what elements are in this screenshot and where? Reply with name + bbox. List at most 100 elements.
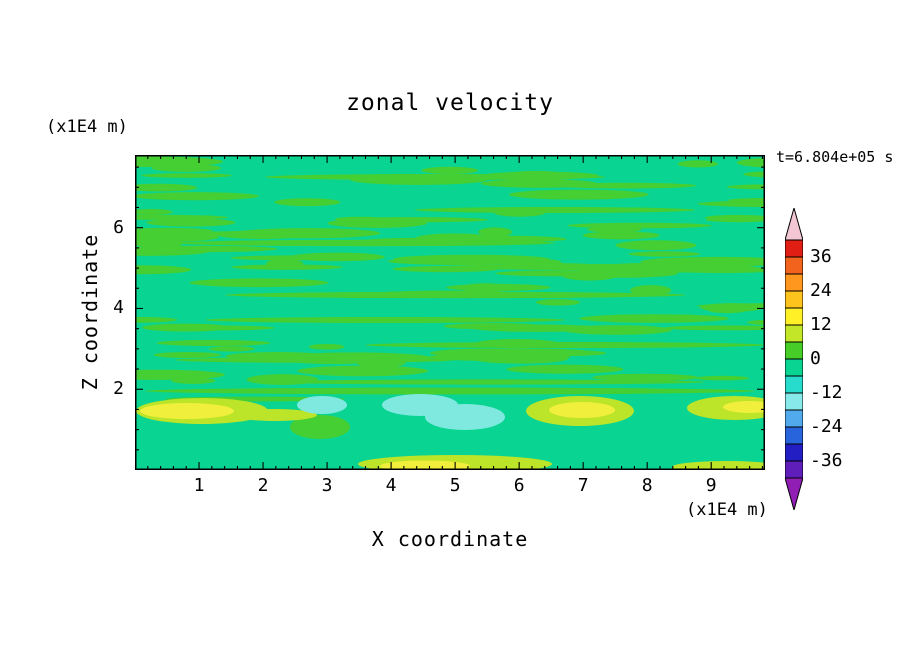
contour-streak [562, 325, 672, 335]
plot-frame [135, 155, 765, 470]
colorbar-bottom-arrow [785, 477, 803, 510]
contour-feature-streak [265, 174, 605, 180]
contour-streak [743, 171, 765, 178]
contour-feature-yellow [723, 401, 765, 413]
z-tick-label: 6 [113, 216, 124, 238]
x-axis-title: X coordinate [371, 527, 529, 551]
colorbar-segment [785, 256, 803, 275]
contour-streak [582, 231, 660, 240]
contour-streak [567, 222, 712, 229]
contour-feature-yellow [549, 402, 615, 418]
contour-streak [615, 240, 697, 251]
contour-streak [746, 319, 765, 325]
contour-streak [705, 214, 765, 221]
contour-streak [393, 254, 550, 264]
x-axis-units-label: (x1E4 m) [686, 500, 768, 520]
contour-streak [141, 173, 232, 178]
contour-feature-cyan [425, 404, 505, 430]
contour-feature-streak [435, 264, 755, 270]
colorbar-segment [785, 375, 803, 394]
contour-feature-streak [205, 317, 565, 323]
colorbar-segment [785, 358, 803, 377]
contour-streak [142, 323, 231, 332]
colorbar-tick-label: 12 [810, 314, 832, 335]
contour-streak [443, 323, 546, 330]
contour-feature-streak [175, 357, 455, 363]
contour-streak [555, 182, 697, 189]
contour-streak [135, 247, 209, 256]
contour-streak [135, 265, 192, 275]
contour-streak [587, 226, 642, 233]
contour-feature-cyan [297, 396, 347, 414]
contour-streak [506, 364, 624, 374]
colorbar-tick-label: 24 [810, 280, 832, 301]
contour-streak [508, 189, 649, 200]
contour-feature-streak [225, 291, 685, 299]
contour-feature-yellow_green [672, 461, 765, 470]
x-tick-label: 1 [193, 475, 205, 496]
contour-streak [234, 228, 381, 239]
colorbar-top-arrow [785, 208, 803, 241]
contour-streak [736, 157, 765, 168]
contour-streak [535, 299, 580, 306]
contour-streak [297, 365, 429, 377]
contour-streak [446, 283, 551, 291]
contour-streak [146, 218, 236, 227]
colorbar-tick-label: -36 [810, 450, 843, 471]
colorbar-segment [785, 341, 803, 360]
contour-streak [727, 197, 765, 203]
contour-streak [628, 251, 701, 257]
colorbar [785, 208, 803, 510]
x-tick-label: 8 [641, 475, 653, 496]
x-tick-label: 4 [385, 475, 397, 496]
contour-streak [135, 214, 229, 220]
colorbar-tick-label: 36 [810, 246, 832, 267]
contour-streak [135, 183, 198, 192]
contour-streak [308, 343, 345, 350]
contour-feature-streak [290, 415, 350, 439]
colorbar-segment [785, 273, 803, 292]
contour-plot [135, 155, 765, 470]
contour-feature-yellow_green [233, 409, 317, 421]
contour-streak [630, 285, 672, 296]
contour-streak [696, 303, 765, 309]
y-axis-units-label: (x1E4 m) [46, 117, 128, 137]
contour-streak [189, 278, 329, 288]
z-tick-label: 2 [113, 378, 124, 400]
contour-streak [428, 352, 571, 362]
colorbar-segment [785, 392, 803, 411]
colorbar-segment [785, 239, 803, 258]
contour-streak [153, 352, 222, 359]
contour-streak [135, 369, 225, 380]
z-tick-label: 4 [113, 297, 124, 319]
contour-feature-yellow [140, 403, 234, 419]
contour-streak [135, 209, 173, 215]
colorbar-segment [785, 290, 803, 309]
contour-streak [726, 184, 765, 190]
colorbar-segment [785, 409, 803, 428]
colorbar-segment [785, 307, 803, 326]
contour-streak [274, 198, 341, 207]
colorbar-tick-label: 0 [810, 348, 821, 369]
contour-streak [135, 227, 213, 234]
x-tick-label: 3 [321, 475, 333, 496]
contour-streak [695, 375, 750, 381]
contour-streak [437, 348, 589, 354]
x-tick-label: 6 [513, 475, 525, 496]
contour-feature-yellow [380, 460, 470, 470]
contour-streak [663, 325, 765, 331]
contour-streak [230, 255, 352, 261]
colorbar-tick-label: -12 [810, 382, 843, 403]
contour-streak [478, 227, 513, 237]
colorbar-tick-label: -24 [810, 416, 843, 437]
contour-streak [697, 200, 765, 207]
contour-feature-streak [145, 387, 755, 395]
x-tick-label: 2 [257, 475, 269, 496]
contour-streak [563, 269, 678, 278]
x-tick-label: 7 [577, 475, 589, 496]
contour-feature-streak [265, 379, 705, 385]
contour-streak [208, 346, 256, 352]
contour-streak [231, 264, 343, 270]
colorbar-segment [785, 443, 803, 462]
